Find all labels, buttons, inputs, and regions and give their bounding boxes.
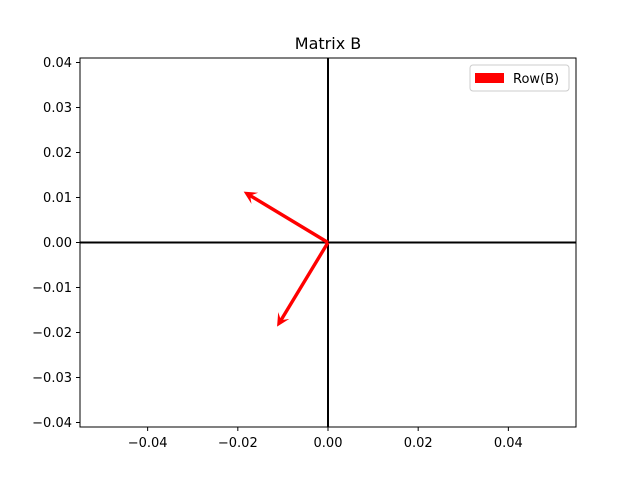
y-tick-label: 0.00 <box>43 236 72 251</box>
vector-arrow-1 <box>243 191 329 244</box>
y-tick-label: −0.03 <box>32 371 72 386</box>
y-tick-label: 0.04 <box>43 56 72 71</box>
y-tick-label: −0.01 <box>32 281 72 296</box>
x-tick-label: 0.02 <box>404 436 433 451</box>
chart-title: Matrix B <box>295 34 361 53</box>
y-tick-label: −0.04 <box>32 416 72 431</box>
x-tick-label: −0.04 <box>128 436 168 451</box>
legend-label: Row(B) <box>513 72 559 87</box>
vector-arrow-2 <box>277 241 330 327</box>
y-tick-label: 0.02 <box>43 146 72 161</box>
legend-swatch <box>475 73 504 83</box>
y-tick-label: 0.01 <box>43 191 72 206</box>
legend: Row(B) <box>469 64 570 92</box>
legend-box <box>469 64 570 92</box>
y-tick-label: −0.02 <box>32 326 72 341</box>
x-tick-label: 0.00 <box>314 436 343 451</box>
x-tick-label: −0.02 <box>218 436 258 451</box>
plot-area: −0.04 −0.02 0.00 0.02 0.04 0.04 0.03 0.02 0.01 0.… <box>32 56 577 451</box>
y-tick-label: 0.03 <box>43 101 72 116</box>
x-tick-label: 0.04 <box>494 436 523 451</box>
